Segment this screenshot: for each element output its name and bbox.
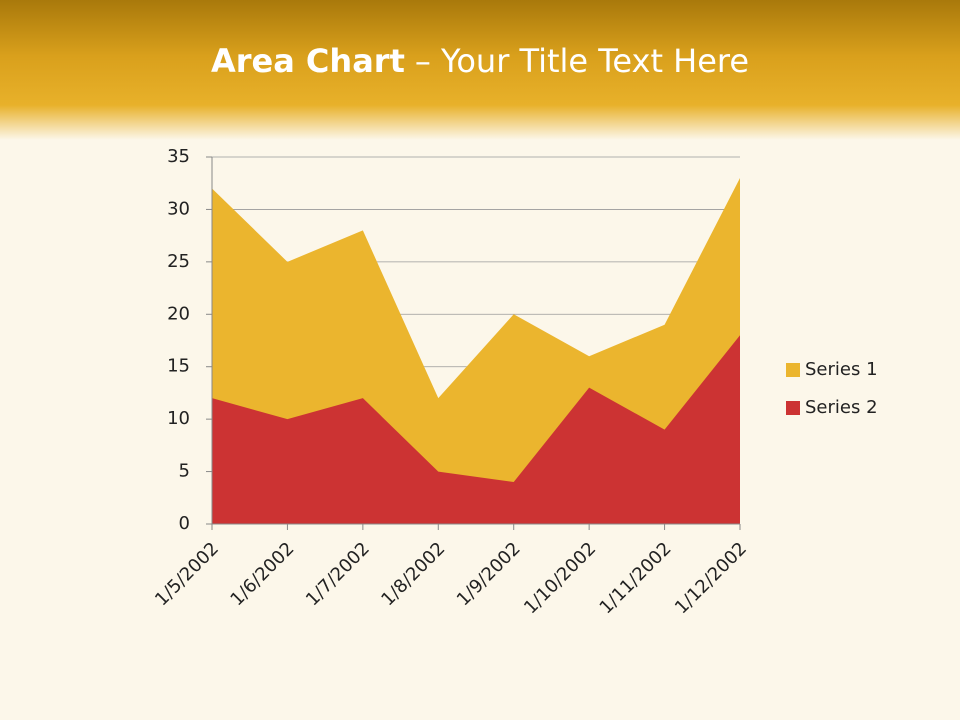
x-tick-label: 1/12/2002 [671,538,751,618]
legend-label: Series 1 [805,359,878,380]
y-tick-label: 30 [167,198,190,219]
x-tick-label: 1/10/2002 [520,538,600,618]
title-bold: Area Chart [210,42,405,80]
y-tick-label: 15 [167,356,190,377]
y-tick-label: 10 [167,408,190,429]
y-tick-label: 5 [179,461,190,482]
y-tick-label: 25 [167,251,190,272]
y-tick-label: 0 [179,513,190,534]
x-tick-label: 1/6/2002 [226,538,298,610]
y-tick-label: 35 [167,146,190,167]
x-tick-label: 1/9/2002 [453,538,525,610]
y-tick-label: 20 [167,303,190,324]
area [212,335,740,524]
slide-title: Area Chart – Your Title Text Here [0,42,960,80]
title-rest: – Your Title Text Here [414,42,750,80]
x-tick-label: 1/11/2002 [596,538,676,618]
legend-swatch [786,363,800,377]
x-tick-label: 1/8/2002 [377,538,449,610]
x-tick-label: 1/7/2002 [302,538,374,610]
x-tick-label: 1/5/2002 [151,538,223,610]
legend-swatch [786,401,800,415]
header-band [0,0,960,140]
legend-label: Series 2 [805,397,878,418]
